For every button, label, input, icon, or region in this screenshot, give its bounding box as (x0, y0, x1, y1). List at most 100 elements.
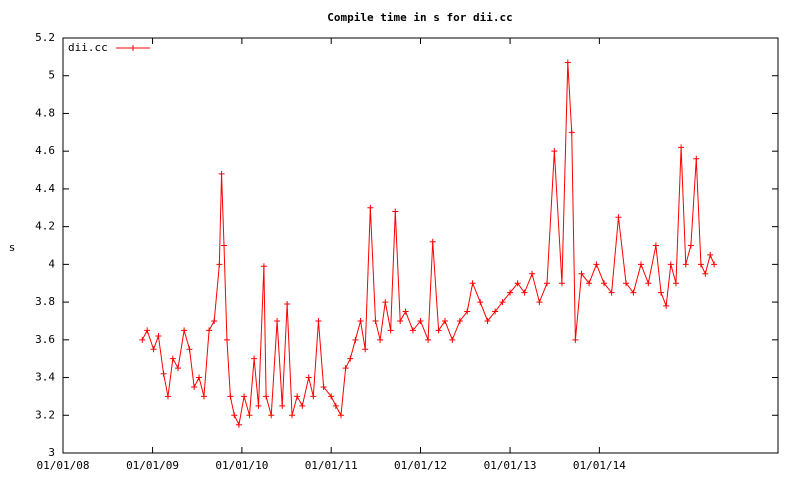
y-tick-label: 3 (48, 446, 55, 459)
point-marker (544, 280, 551, 287)
y-tick-label: 5.2 (35, 31, 55, 44)
y-tick-label: 3.4 (35, 371, 55, 384)
point-marker (484, 317, 491, 324)
y-tick-label: 4 (48, 257, 55, 270)
point-marker (196, 374, 203, 381)
point-marker (315, 317, 322, 324)
y-tick-label: 4.4 (35, 182, 55, 195)
y-tick-label: 4.2 (35, 220, 55, 233)
point-marker (464, 308, 471, 315)
x-tick-label: 01/01/09 (126, 459, 179, 472)
point-marker (251, 355, 258, 362)
x-tick-label: 01/01/12 (394, 459, 447, 472)
point-marker (377, 336, 384, 343)
point-marker (160, 370, 167, 377)
point-marker (507, 289, 514, 296)
x-tick-label: 01/01/14 (573, 459, 626, 472)
point-marker (218, 170, 225, 177)
point-marker (637, 261, 644, 268)
point-marker (593, 261, 600, 268)
point-marker (672, 280, 679, 287)
point-marker (150, 346, 157, 353)
point-marker (578, 270, 585, 277)
point-marker (337, 412, 344, 419)
point-marker (707, 251, 714, 258)
point-marker (529, 270, 536, 277)
point-marker (492, 308, 499, 315)
point-marker (456, 317, 463, 324)
point-marker (667, 261, 674, 268)
point-marker (347, 355, 354, 362)
point-marker (417, 317, 424, 324)
point-marker (241, 393, 248, 400)
point-marker (164, 393, 171, 400)
point-marker (144, 327, 151, 334)
point-marker (469, 280, 476, 287)
point-marker (449, 336, 456, 343)
point-marker (623, 280, 630, 287)
point-marker (687, 242, 694, 249)
point-marker (682, 261, 689, 268)
point-marker (274, 317, 281, 324)
point-marker (652, 242, 659, 249)
point-marker (521, 289, 528, 296)
chart-title: Compile time in s for dii.cc (327, 11, 512, 24)
point-marker (246, 412, 253, 419)
point-marker (367, 204, 374, 211)
point-marker (477, 299, 484, 306)
point-marker (200, 393, 207, 400)
plot-frame (62, 37, 779, 454)
x-tick-label: 01/01/13 (484, 459, 537, 472)
y-tick-label: 3.8 (35, 295, 55, 308)
point-marker (678, 144, 685, 151)
point-marker (268, 412, 275, 419)
y-tick-label: 5 (48, 69, 55, 82)
y-tick-label: 3.2 (35, 408, 55, 421)
point-marker (645, 280, 652, 287)
point-marker (402, 308, 409, 315)
point-marker (181, 327, 188, 334)
point-marker (231, 412, 238, 419)
point-marker (279, 402, 286, 409)
point-marker (608, 289, 615, 296)
point-marker (693, 155, 700, 162)
point-marker (601, 280, 608, 287)
y-tick-label: 4.6 (35, 144, 55, 157)
point-marker (387, 327, 394, 334)
point-marker (711, 261, 718, 268)
point-marker (284, 300, 291, 307)
x-tick-label: 01/01/08 (37, 459, 90, 472)
point-marker (342, 365, 349, 372)
point-marker (260, 263, 267, 270)
point-marker (425, 336, 432, 343)
point-marker (572, 336, 579, 343)
point-marker (615, 214, 622, 221)
legend-swatch-marker (130, 45, 136, 51)
point-marker (663, 302, 670, 309)
point-marker (357, 317, 364, 324)
point-marker (216, 261, 223, 268)
point-marker (211, 317, 218, 324)
point-marker (397, 317, 404, 324)
point-marker (429, 238, 436, 245)
point-marker (372, 317, 379, 324)
point-marker (263, 393, 270, 400)
point-marker (499, 299, 506, 306)
point-marker (697, 261, 704, 268)
point-marker (328, 393, 335, 400)
point-marker (186, 346, 193, 353)
point-marker (332, 402, 339, 409)
point-marker (206, 327, 213, 334)
point-marker (441, 317, 448, 324)
point-marker (289, 412, 296, 419)
point-marker (382, 299, 389, 306)
point-marker (221, 242, 228, 249)
point-marker (392, 208, 399, 215)
y-tick-label: 4.8 (35, 106, 55, 119)
x-tick-label: 01/01/11 (305, 459, 358, 472)
point-marker (320, 383, 327, 390)
point-marker (658, 289, 665, 296)
point-marker (409, 327, 416, 334)
point-marker (294, 393, 301, 400)
point-marker (435, 327, 442, 334)
